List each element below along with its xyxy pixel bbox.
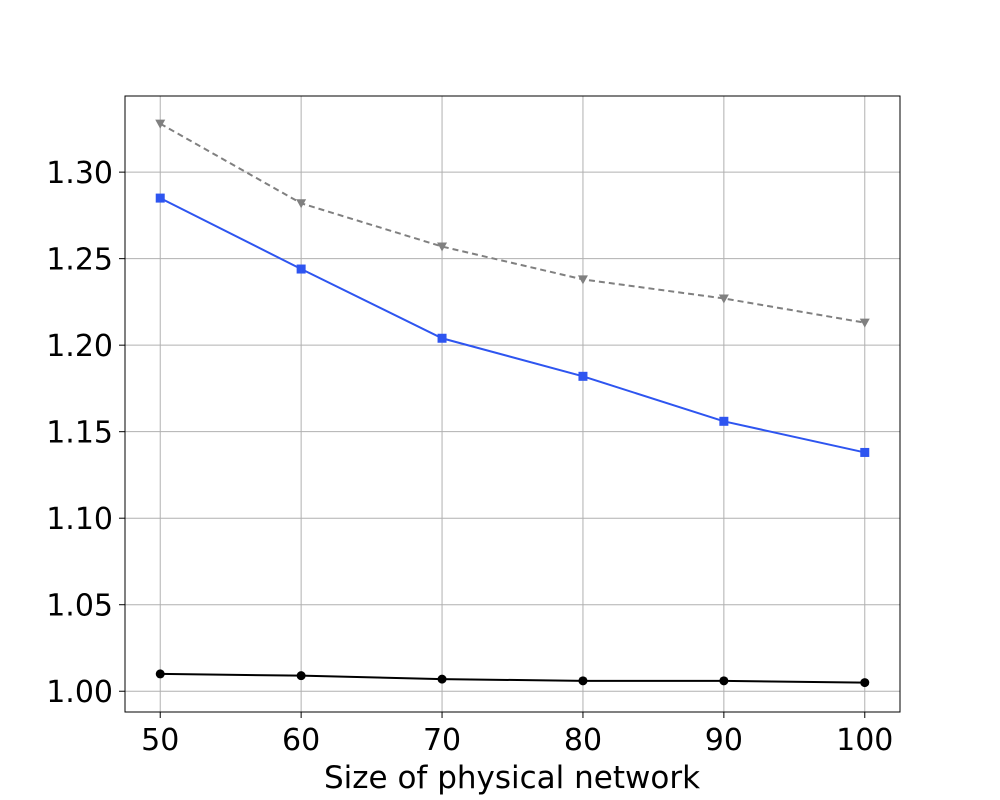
data-point [578, 676, 588, 686]
data-point [155, 193, 165, 203]
y-tick-label: 1.10 [46, 502, 113, 537]
series-layer [155, 119, 870, 688]
data-point [437, 242, 448, 252]
data-point [860, 447, 870, 457]
x-tick-label: 50 [141, 723, 179, 758]
grid [125, 96, 900, 712]
data-point [437, 333, 447, 343]
data-point [155, 119, 166, 129]
series-line [159, 122, 865, 324]
data-point [719, 676, 729, 686]
data-point [296, 264, 306, 274]
series-line [159, 197, 865, 454]
x-tick-label: 70 [423, 723, 461, 758]
data-point [578, 371, 588, 381]
x-tick-label: 80 [564, 723, 602, 758]
x-tick-label: 90 [705, 723, 743, 758]
series-3 [155, 669, 870, 688]
data-point [296, 671, 306, 681]
data-point [860, 678, 870, 688]
series-line [160, 672, 865, 684]
y-tick-label: 1.05 [46, 589, 113, 624]
x-tick-label: 100 [836, 723, 893, 758]
y-tick-label: 1.25 [46, 243, 113, 278]
data-point [296, 199, 307, 209]
y-tick-label: 1.20 [46, 329, 113, 364]
series-1 [155, 119, 870, 328]
x-axis-title: Size of physical network [324, 760, 700, 796]
ticks: 50 60 70 80 90 100 1.00 1.05 1.10 1.15 1.20 1.25 1.3… [46, 156, 893, 758]
data-point [577, 275, 588, 285]
y-tick-label: 1.00 [46, 675, 113, 710]
x-tick-label: 60 [282, 723, 320, 758]
plot-frame [124, 95, 901, 713]
y-tick-label: 1.15 [46, 416, 113, 451]
data-point [155, 669, 165, 679]
data-point [719, 416, 729, 426]
series-2 [155, 193, 870, 457]
data-point [437, 674, 447, 684]
data-point [718, 294, 729, 304]
y-tick-label: 1.30 [46, 156, 113, 191]
data-point [859, 318, 870, 328]
